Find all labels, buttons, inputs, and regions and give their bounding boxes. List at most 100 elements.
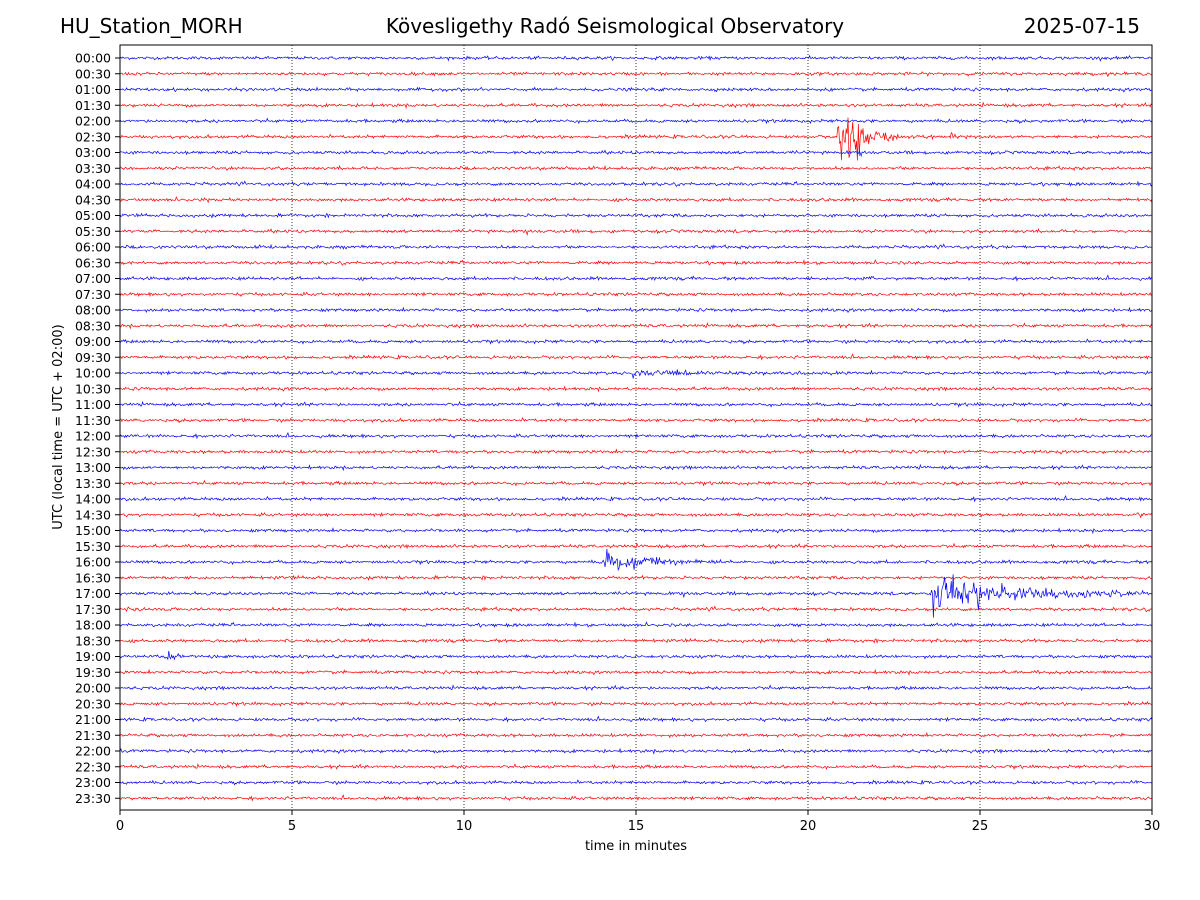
row-label-6: 03:00 <box>75 145 111 160</box>
trace-1930 <box>119 668 1153 676</box>
x-axis-ticks: 0 5 10 15 20 25 30 <box>116 810 1160 834</box>
trace-1030 <box>119 385 1153 393</box>
row-label-16: 08:00 <box>75 303 111 318</box>
trace-2200 <box>119 747 1153 755</box>
row-label-39: 19:30 <box>75 665 111 680</box>
row-label-36: 18:00 <box>75 618 111 633</box>
header: HU_Station_MORH Kövesligethy Radó Seismo… <box>0 0 1200 45</box>
trace-1900 <box>119 650 1153 661</box>
trace-1300 <box>119 463 1153 472</box>
row-label-20: 10:00 <box>75 366 111 381</box>
row-label-40: 20:00 <box>75 681 111 696</box>
row-label-33: 16:30 <box>75 570 111 585</box>
trace-0700 <box>119 274 1153 282</box>
trace-0600 <box>119 243 1153 250</box>
row-label-27: 13:30 <box>75 476 111 491</box>
trace-1500 <box>119 527 1153 535</box>
row-label-24: 12:00 <box>75 429 111 444</box>
row-label-22: 11:00 <box>75 397 111 412</box>
trace-2230 <box>119 763 1153 770</box>
row-label-14: 07:00 <box>75 271 111 286</box>
trace-0200 <box>119 117 1153 125</box>
trace-0400 <box>119 180 1153 188</box>
x-tick-label-6: 30 <box>1144 819 1161 834</box>
row-label-2: 01:00 <box>75 82 111 97</box>
trace-2300 <box>119 779 1153 786</box>
chart-date: 2025-07-15 <box>1023 14 1140 38</box>
x-tick-label-0: 0 <box>116 819 124 834</box>
x-tick-label-1: 5 <box>288 819 296 834</box>
trace-0330 <box>119 165 1153 172</box>
row-label-21: 10:30 <box>75 381 111 396</box>
trace-0500 <box>119 212 1153 219</box>
x-axis-label: time in minutes <box>585 839 687 854</box>
row-label-45: 22:30 <box>75 759 111 774</box>
trace-0530 <box>119 228 1153 236</box>
trace-2130 <box>119 731 1153 739</box>
trace-1800 <box>119 621 1153 628</box>
row-label-32: 16:00 <box>75 555 111 570</box>
row-label-28: 14:00 <box>75 492 111 507</box>
trace-0300 <box>119 149 1153 158</box>
row-label-29: 14:30 <box>75 507 111 522</box>
row-label-8: 04:00 <box>75 177 111 192</box>
trace-0100 <box>119 86 1153 93</box>
row-label-34: 17:00 <box>75 586 111 601</box>
trace-2100 <box>119 715 1153 723</box>
trace-2030 <box>119 700 1153 708</box>
row-label-1: 00:30 <box>75 66 111 81</box>
row-label-9: 04:30 <box>75 192 111 207</box>
trace-1530 <box>119 542 1153 550</box>
x-tick-label-2: 10 <box>456 819 473 834</box>
row-label-5: 02:30 <box>75 129 111 144</box>
row-label-25: 12:30 <box>75 444 111 459</box>
trace-2000 <box>119 684 1153 692</box>
trace-1400 <box>119 495 1153 503</box>
trace-1430 <box>119 512 1153 519</box>
row-label-12: 06:00 <box>75 240 111 255</box>
row-label-37: 18:30 <box>75 633 111 648</box>
trace-1600 <box>119 549 1153 572</box>
trace-0830 <box>119 322 1153 330</box>
trace-1200 <box>119 432 1153 440</box>
row-label-26: 13:00 <box>75 460 111 475</box>
trace-1000 <box>119 369 1153 379</box>
y-axis-label: UTC (local time = UTC + 02:00) <box>51 324 66 529</box>
trace-0730 <box>119 291 1153 298</box>
row-label-35: 17:30 <box>75 602 111 617</box>
trace-0230 <box>119 117 1153 161</box>
trace-1730 <box>119 605 1153 613</box>
row-label-30: 15:00 <box>75 523 111 538</box>
trace-2330 <box>119 794 1153 802</box>
row-label-0: 00:00 <box>75 51 111 66</box>
row-label-11: 05:30 <box>75 224 111 239</box>
trace-1630 <box>119 574 1153 581</box>
row-label-18: 09:00 <box>75 334 111 349</box>
trace-0630 <box>119 259 1153 266</box>
trace-1830 <box>119 637 1153 644</box>
trace-0900 <box>119 338 1153 345</box>
trace-0930 <box>119 353 1153 361</box>
row-label-44: 22:00 <box>75 744 111 759</box>
row-labels: 00:0000:3001:0001:3002:0002:3003:0003:30… <box>75 51 120 806</box>
row-label-46: 23:00 <box>75 775 111 790</box>
station-name: HU_Station_MORH <box>60 14 243 38</box>
trace-1130 <box>119 417 1153 424</box>
row-label-43: 21:30 <box>75 728 111 743</box>
row-label-13: 06:30 <box>75 255 111 270</box>
row-label-15: 07:30 <box>75 287 111 302</box>
row-label-19: 09:30 <box>75 350 111 365</box>
trace-0800 <box>119 306 1153 314</box>
trace-0030 <box>119 71 1153 78</box>
x-tick-label-5: 25 <box>972 819 989 834</box>
row-label-4: 02:00 <box>75 114 111 129</box>
trace-0430 <box>119 196 1153 204</box>
row-label-3: 01:30 <box>75 98 111 113</box>
row-label-42: 21:00 <box>75 712 111 727</box>
seismogram-traces <box>119 54 1153 802</box>
trace-1100 <box>119 400 1153 408</box>
chart-title: Kövesligethy Radó Seismological Observat… <box>385 14 845 38</box>
row-label-10: 05:00 <box>75 208 111 223</box>
row-label-38: 19:00 <box>75 649 111 664</box>
